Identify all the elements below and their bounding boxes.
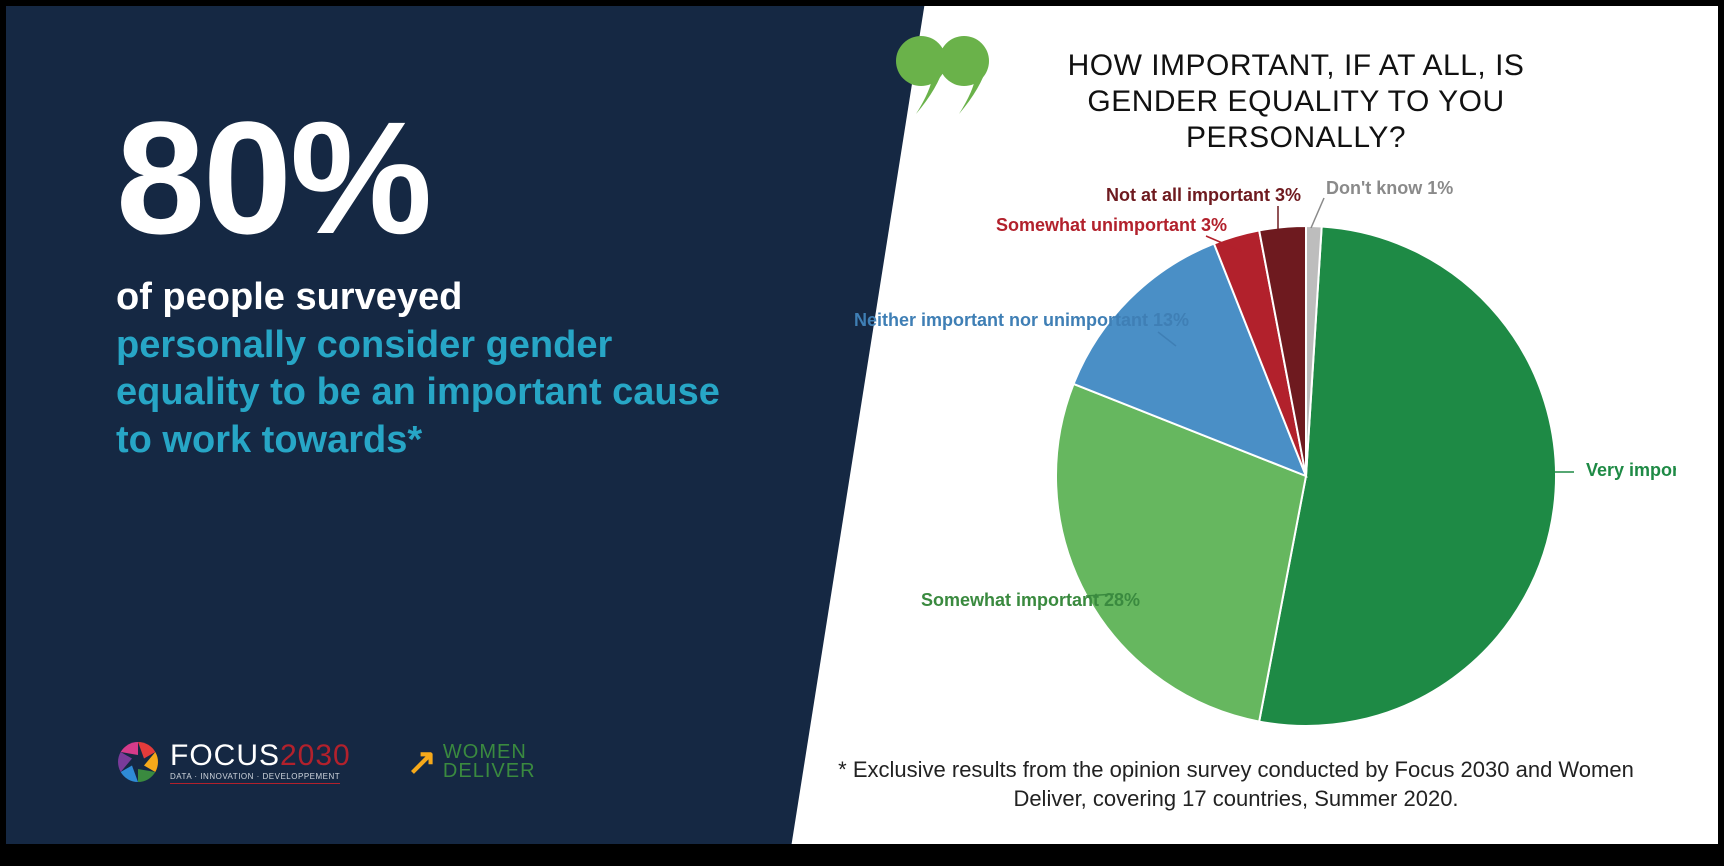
headline-block: 80% of people surveyed personally consid…	[116, 106, 756, 464]
women-deliver-logo: ↗ WOMEN DELIVER	[407, 743, 536, 781]
headline-lead: of people surveyed personally consider g…	[116, 274, 756, 464]
aperture-icon	[116, 740, 160, 784]
pie-chart: Very important 52% Somewhat important 28%…	[846, 176, 1676, 736]
infographic-canvas: 80% of people surveyed personally consid…	[0, 0, 1724, 866]
focus-word: FOCUS	[170, 739, 280, 772]
quote-icon	[896, 36, 996, 121]
slice-label: Somewhat important 28%	[921, 590, 1140, 610]
slice-label: Very important 52%	[1586, 460, 1676, 480]
chart-title: HOW IMPORTANT, IF AT ALL, IS GENDER EQUA…	[1006, 48, 1586, 156]
leader-line	[1311, 198, 1324, 228]
slice-label: Don't know 1%	[1326, 178, 1453, 198]
focus-tagline: DATA · INNOVATION · DEVELOPPEMENT	[170, 773, 340, 784]
headline-line-teal: personally consider gender equality to b…	[116, 324, 720, 461]
footnote: * Exclusive results from the opinion sur…	[826, 755, 1646, 814]
headline-percent: 80%	[116, 106, 756, 250]
logo-row: FOCUS2030 DATA · INNOVATION · DEVELOPPEM…	[116, 740, 536, 784]
slice-label: Somewhat unimportant 3%	[996, 215, 1227, 235]
arrow-icon: ↗	[407, 749, 437, 774]
focus2030-logo: FOCUS2030 DATA · INNOVATION · DEVELOPPEM…	[116, 740, 351, 784]
infographic-inner: 80% of people surveyed personally consid…	[6, 6, 1718, 844]
slice-label: Not at all important 3%	[1106, 185, 1301, 205]
wd-line2: DELIVER	[443, 762, 536, 781]
slice-label: Neither important nor unimportant 13%	[854, 310, 1189, 330]
focus-year: 2030	[280, 739, 351, 772]
headline-line-white: of people surveyed	[116, 276, 462, 318]
